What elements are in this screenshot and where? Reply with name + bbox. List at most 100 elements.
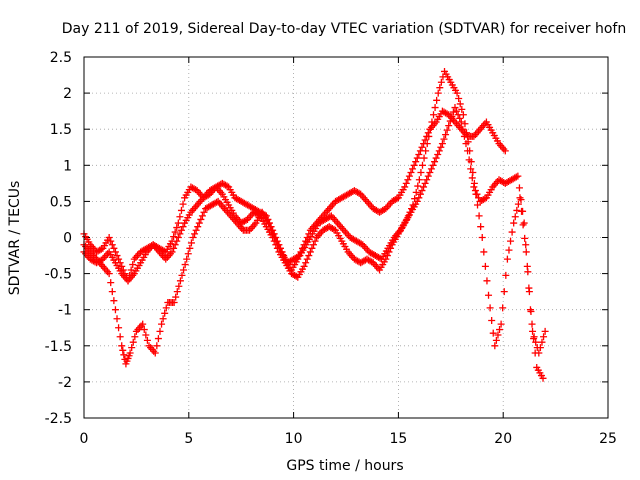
data-point	[529, 327, 537, 335]
data-point-interp	[170, 233, 178, 241]
data-point-interp	[121, 270, 129, 278]
data-point	[478, 234, 486, 241]
data-point-interp	[443, 126, 451, 134]
data-point	[434, 89, 442, 97]
data-point-interp	[465, 156, 473, 164]
data-point-interp	[454, 111, 462, 119]
y-tick-label: -2.5	[45, 411, 72, 427]
data-point-interp	[402, 179, 410, 187]
data-point-interp	[416, 190, 424, 198]
data-point-interp	[492, 336, 500, 344]
data-point	[426, 169, 434, 177]
data-point-interp	[511, 213, 519, 221]
data-point-interp	[496, 326, 504, 334]
data-point-interp	[179, 223, 187, 231]
data-point-interp	[532, 338, 540, 346]
data-point-interp	[330, 225, 338, 233]
data-point-interp	[311, 237, 319, 245]
data-point-interp	[515, 184, 523, 192]
data-point	[183, 255, 191, 263]
data-point-interp	[180, 266, 188, 274]
data-point	[105, 270, 113, 278]
data-point-interp	[480, 248, 488, 256]
data-point-interp	[423, 176, 431, 184]
data-point-interp	[522, 241, 530, 249]
data-point	[170, 298, 178, 306]
x-tick-label: 15	[389, 431, 407, 447]
data-point-interp	[481, 195, 489, 203]
data-point-interp	[475, 212, 483, 220]
data-point-interp	[176, 230, 184, 238]
y-tick-label: -0.5	[45, 267, 72, 283]
data-point	[453, 89, 461, 97]
y-tick-label: 0	[63, 231, 72, 247]
data-point	[306, 248, 314, 256]
y-tick-label: 2.5	[50, 50, 72, 66]
data-point	[174, 219, 182, 227]
data-point-interp	[385, 248, 393, 256]
data-point	[520, 219, 528, 227]
data-point-interp	[412, 158, 420, 166]
data-point-interp	[424, 172, 432, 180]
data-point-interp	[431, 104, 439, 112]
data-point-interp	[140, 326, 148, 334]
data-point-interp	[449, 108, 457, 116]
data-point-interp	[468, 174, 476, 182]
axis-ticks: 0 5 10 15 20 25 -2.5 -2 -1.5 -1 -0.5 0 0.5 1 1.5 2 2.5	[45, 50, 617, 447]
data-point-interp	[110, 244, 118, 252]
data-point-interp	[442, 131, 450, 139]
data-point-interp	[172, 293, 180, 301]
data-point-interp	[461, 120, 469, 128]
data-points	[80, 67, 549, 382]
data-point-interp	[477, 223, 485, 231]
data-point-interp	[434, 150, 442, 158]
data-point	[118, 342, 126, 350]
data-point-interp	[115, 324, 123, 332]
data-point-interp	[423, 140, 431, 148]
data-point-interp	[415, 194, 423, 202]
data-point-interp	[197, 215, 205, 223]
data-point-interp	[302, 259, 310, 267]
data-point-interp	[421, 136, 429, 144]
data-point-interp	[459, 125, 467, 133]
data-point-interp	[305, 252, 313, 260]
data-point-interp	[486, 304, 494, 312]
data-point-interp	[419, 161, 427, 169]
data-point-interp	[525, 284, 533, 292]
y-axis-label: SDTVAR / TECUs	[7, 181, 23, 296]
data-point-interp	[528, 320, 536, 328]
data-point	[451, 104, 459, 112]
data-point-interp	[531, 349, 539, 357]
data-point	[139, 320, 147, 328]
data-point	[300, 262, 308, 270]
data-point-interp	[113, 252, 121, 260]
data-point-interp	[412, 188, 420, 196]
data-point-interp	[273, 244, 281, 252]
data-point-interp	[113, 315, 121, 323]
data-point	[158, 320, 166, 328]
data-point	[470, 183, 478, 191]
data-point-interp	[223, 182, 231, 190]
y-tick-label: 1.5	[50, 122, 72, 138]
data-point-interp	[488, 317, 496, 325]
data-point	[485, 291, 493, 299]
data-point-interp	[436, 84, 444, 92]
data-point-interp	[499, 304, 507, 312]
data-point-interp	[107, 279, 115, 287]
data-point-interp	[181, 261, 189, 269]
data-point-interp	[512, 173, 520, 181]
data-point-interp	[184, 250, 192, 258]
data-point-interp	[171, 241, 179, 249]
data-point-interp	[175, 282, 183, 290]
data-point-interp	[494, 331, 502, 339]
data-point-interp	[173, 224, 181, 232]
data-point	[407, 169, 415, 177]
data-point-interp	[418, 187, 426, 195]
data-point-interp	[417, 169, 425, 177]
data-point-interp	[161, 309, 169, 317]
data-point-interp	[517, 196, 525, 204]
data-point-interp	[119, 346, 127, 354]
data-point-interp	[108, 288, 116, 296]
data-point-interp	[393, 195, 401, 203]
data-point-interp	[200, 208, 208, 216]
